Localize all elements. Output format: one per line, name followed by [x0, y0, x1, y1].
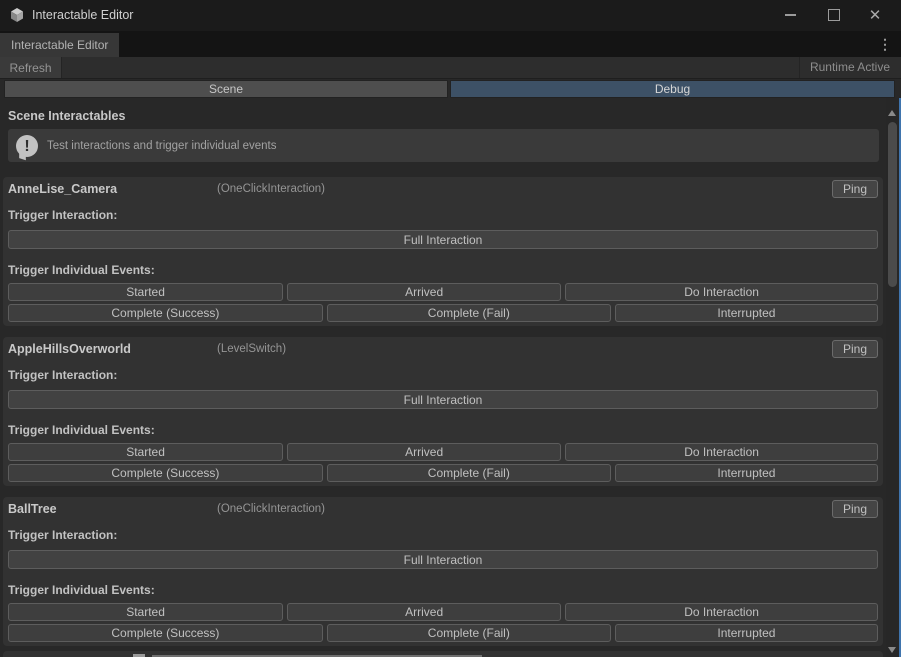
interactable-type: (LevelSwitch): [217, 343, 287, 355]
interrupted-button[interactable]: Interrupted: [614, 464, 878, 482]
view-mode-tabs: Scene Debug: [0, 79, 901, 99]
trigger-interaction-label: Trigger Interaction:: [8, 208, 118, 222]
ping-button[interactable]: Ping: [832, 180, 878, 198]
minimize-icon: [784, 14, 796, 16]
complete-fail-button[interactable]: Complete (Fail): [326, 624, 611, 642]
full-interaction-button[interactable]: Full Interaction: [8, 550, 878, 569]
refresh-button[interactable]: Refresh: [0, 57, 62, 78]
complete-success-button[interactable]: Complete (Success): [8, 624, 323, 642]
close-icon: ✕: [868, 6, 882, 24]
tab-debug[interactable]: Debug: [450, 80, 895, 98]
event-button-row: Complete (Success) Complete (Fail) Inter…: [8, 464, 878, 482]
window-titlebar: Interactable Editor ✕: [0, 0, 901, 31]
minimize-button[interactable]: [773, 0, 807, 30]
window-menu-icon[interactable]: ⋮: [878, 36, 892, 52]
full-interaction-button[interactable]: Full Interaction: [8, 230, 878, 249]
full-interaction-button[interactable]: Full Interaction: [8, 390, 878, 409]
interactable-name: AppleHillsOverworld: [8, 342, 131, 356]
interactable-name: BallTree: [8, 502, 57, 516]
content-area: Scene Interactables ! Test interactions …: [0, 98, 901, 657]
runtime-active-toggle[interactable]: Runtime Active: [798, 57, 901, 78]
event-button-row: Started Arrived Do Interaction: [8, 283, 878, 301]
unity-cube-icon: [11, 8, 23, 22]
interactable-type: (OneClickInteraction): [217, 183, 326, 195]
interrupted-button[interactable]: Interrupted: [614, 304, 878, 322]
info-bubble-icon: !: [16, 134, 38, 157]
ping-button[interactable]: Ping: [832, 500, 878, 518]
complete-success-button[interactable]: Complete (Success): [8, 304, 323, 322]
started-button[interactable]: Started: [8, 283, 284, 301]
interrupted-button[interactable]: Interrupted: [614, 624, 878, 642]
tab-scene[interactable]: Scene: [4, 80, 448, 98]
page-title: Scene Interactables: [8, 109, 126, 123]
help-box: ! Test interactions and trigger individu…: [8, 129, 879, 162]
trigger-interaction-label: Trigger Interaction:: [8, 368, 118, 382]
event-button-row: Started Arrived Do Interaction: [8, 443, 878, 461]
started-button[interactable]: Started: [8, 443, 284, 461]
event-button-row: Started Arrived Do Interaction: [8, 603, 878, 621]
maximize-icon: [828, 9, 840, 21]
do-interaction-button[interactable]: Do Interaction: [565, 603, 878, 621]
do-interaction-button[interactable]: Do Interaction: [565, 443, 878, 461]
arrived-button[interactable]: Arrived: [287, 443, 562, 461]
started-button[interactable]: Started: [8, 603, 284, 621]
maximize-button[interactable]: [817, 0, 851, 30]
complete-fail-button[interactable]: Complete (Fail): [326, 464, 611, 482]
help-text: Test interactions and trigger individual…: [47, 139, 277, 152]
interactable-section: AppleHillsOverworld (LevelSwitch) Ping T…: [3, 337, 883, 486]
partial-next-section: [3, 651, 883, 657]
dock-tabstrip: Interactable Editor ⋮: [0, 31, 901, 57]
event-button-row: Complete (Success) Complete (Fail) Inter…: [8, 624, 878, 642]
interactable-type: (OneClickInteraction): [217, 503, 326, 515]
trigger-individual-events-label: Trigger Individual Events:: [8, 263, 155, 277]
do-interaction-button[interactable]: Do Interaction: [565, 283, 878, 301]
event-button-row: Complete (Success) Complete (Fail) Inter…: [8, 304, 878, 322]
scroll-up-icon[interactable]: [888, 110, 896, 116]
window-title: Interactable Editor: [32, 8, 134, 22]
clipped-checkbox: [133, 654, 145, 657]
complete-success-button[interactable]: Complete (Success): [8, 464, 323, 482]
arrived-button[interactable]: Arrived: [287, 603, 562, 621]
ping-button[interactable]: Ping: [832, 340, 878, 358]
trigger-interaction-label: Trigger Interaction:: [8, 528, 118, 542]
close-button[interactable]: ✕: [858, 0, 892, 30]
scrollbar-thumb[interactable]: [888, 122, 897, 287]
clipped-text: [152, 655, 482, 657]
complete-fail-button[interactable]: Complete (Fail): [326, 304, 611, 322]
scroll-down-icon[interactable]: [888, 647, 896, 653]
interactable-section: BallTree (OneClickInteraction) Ping Trig…: [3, 497, 883, 646]
trigger-individual-events-label: Trigger Individual Events:: [8, 583, 155, 597]
toolbar: Refresh Runtime Active: [0, 57, 901, 79]
vertical-scrollbar: [886, 98, 899, 657]
interactable-section: AnneLise_Camera (OneClickInteraction) Pi…: [3, 177, 883, 326]
window-focus-edge: [899, 98, 901, 657]
tab-interactable-editor[interactable]: Interactable Editor: [0, 33, 119, 57]
trigger-individual-events-label: Trigger Individual Events:: [8, 423, 155, 437]
interactable-name: AnneLise_Camera: [8, 182, 118, 196]
arrived-button[interactable]: Arrived: [287, 283, 562, 301]
